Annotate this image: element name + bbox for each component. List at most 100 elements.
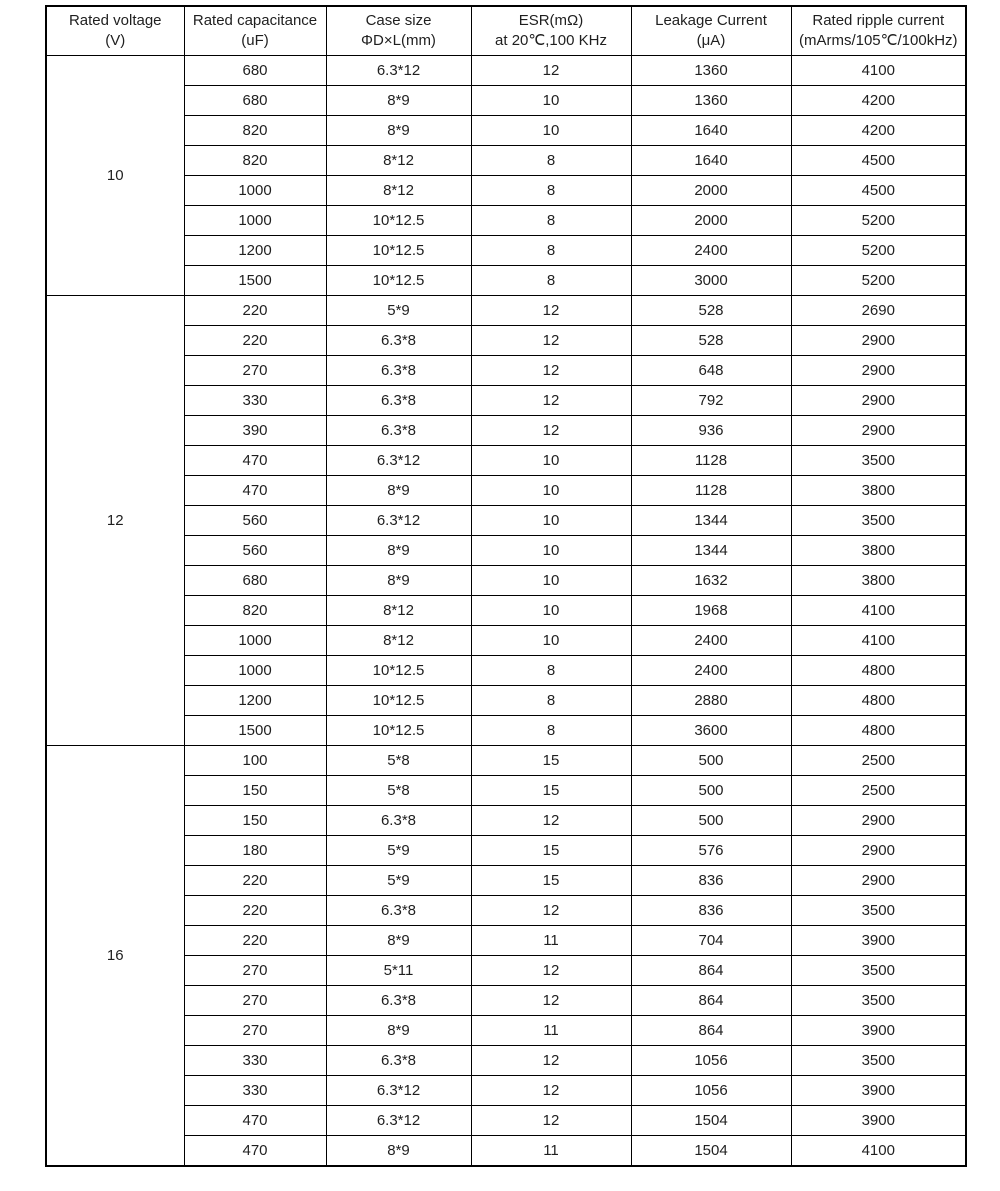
leakage-cell: 1360 bbox=[630, 55, 792, 86]
case-size-cell: 8*9 bbox=[325, 565, 472, 596]
leakage-cell: 2400 bbox=[630, 655, 792, 686]
case-size-cell: 6.3*12 bbox=[325, 445, 472, 476]
ripple-cell: 3500 bbox=[790, 895, 967, 926]
ripple-cell: 2900 bbox=[790, 835, 967, 866]
leakage-cell: 576 bbox=[630, 835, 792, 866]
esr-cell: 12 bbox=[470, 385, 632, 416]
ripple-cell: 4200 bbox=[790, 115, 967, 146]
capacitance-cell: 560 bbox=[183, 535, 327, 566]
case-size-cell: 6.3*8 bbox=[325, 985, 472, 1016]
capacitance-cell: 470 bbox=[183, 1105, 327, 1136]
capacitance-cell: 470 bbox=[183, 1135, 327, 1167]
capacitance-cell: 220 bbox=[183, 295, 327, 326]
case-size-cell: 8*9 bbox=[325, 475, 472, 506]
leakage-cell: 836 bbox=[630, 895, 792, 926]
ripple-cell: 3800 bbox=[790, 475, 967, 506]
table-row: 220 5*9 15 836 2900 bbox=[46, 865, 967, 896]
leakage-cell: 1640 bbox=[630, 145, 792, 176]
capacitance-cell: 1000 bbox=[183, 655, 327, 686]
capacitance-cell: 1000 bbox=[183, 175, 327, 206]
leakage-cell: 792 bbox=[630, 385, 792, 416]
table-row: 150 5*8 15 500 2500 bbox=[46, 775, 967, 806]
leakage-cell: 3000 bbox=[630, 265, 792, 296]
case-size-cell: 6.3*12 bbox=[325, 55, 472, 86]
ripple-cell: 4100 bbox=[790, 595, 967, 626]
table-row: 270 6.3*8 12 864 3500 bbox=[46, 985, 967, 1016]
leakage-cell: 2000 bbox=[630, 175, 792, 206]
esr-cell: 10 bbox=[470, 535, 632, 566]
table-row: 1000 10*12.5 8 2400 4800 bbox=[46, 655, 967, 686]
capacitance-cell: 820 bbox=[183, 115, 327, 146]
case-size-cell: 8*12 bbox=[325, 175, 472, 206]
ripple-cell: 4100 bbox=[790, 625, 967, 656]
case-size-cell: 10*12.5 bbox=[325, 655, 472, 686]
table-row: 560 6.3*12 10 1344 3500 bbox=[46, 505, 967, 536]
table-row: 1500 10*12.5 8 3600 4800 bbox=[46, 715, 967, 746]
leakage-cell: 500 bbox=[630, 775, 792, 806]
esr-cell: 12 bbox=[470, 895, 632, 926]
ripple-cell: 2900 bbox=[790, 865, 967, 896]
table-row: 220 6.3*8 12 836 3500 bbox=[46, 895, 967, 926]
table-row: 470 6.3*12 10 1128 3500 bbox=[46, 445, 967, 476]
esr-cell: 15 bbox=[470, 745, 632, 776]
table-row: 180 5*9 15 576 2900 bbox=[46, 835, 967, 866]
case-size-cell: 10*12.5 bbox=[325, 685, 472, 716]
voltage-cell: 16 bbox=[45, 745, 185, 1167]
capacitance-cell: 330 bbox=[183, 385, 327, 416]
table-row: 220 8*9 11 704 3900 bbox=[46, 925, 967, 956]
ripple-cell: 4800 bbox=[790, 685, 967, 716]
case-size-cell: 8*9 bbox=[325, 85, 472, 116]
capacitance-cell: 680 bbox=[183, 85, 327, 116]
header-rated-capacitance-line2: (uF) bbox=[241, 32, 269, 49]
capacitance-cell: 560 bbox=[183, 505, 327, 536]
esr-cell: 12 bbox=[470, 805, 632, 836]
capacitance-cell: 220 bbox=[183, 325, 327, 356]
esr-cell: 12 bbox=[470, 325, 632, 356]
leakage-cell: 1056 bbox=[630, 1075, 792, 1106]
header-ripple-current: Rated ripple current (mArms/105℃/100kHz) bbox=[790, 5, 967, 56]
table-row: 330 6.3*12 12 1056 3900 bbox=[46, 1075, 967, 1106]
esr-cell: 8 bbox=[470, 655, 632, 686]
leakage-cell: 528 bbox=[630, 325, 792, 356]
leakage-cell: 500 bbox=[630, 745, 792, 776]
leakage-cell: 836 bbox=[630, 865, 792, 896]
header-case-size-line2: ΦD×L(mm) bbox=[361, 32, 436, 49]
leakage-cell: 1968 bbox=[630, 595, 792, 626]
table-row: 470 6.3*12 12 1504 3900 bbox=[46, 1105, 967, 1136]
table-row: 16 100 5*8 15 500 2500 bbox=[45, 745, 967, 1167]
header-leakage-current-line1: Leakage Current bbox=[655, 11, 767, 29]
ripple-cell: 2690 bbox=[790, 295, 967, 326]
esr-cell: 15 bbox=[470, 835, 632, 866]
capacitance-cell: 180 bbox=[183, 835, 327, 866]
ripple-cell: 3900 bbox=[790, 1075, 967, 1106]
header-case-size-line1: Case size bbox=[365, 11, 432, 29]
esr-cell: 10 bbox=[470, 115, 632, 146]
table-row: 560 8*9 10 1344 3800 bbox=[46, 535, 967, 566]
leakage-cell: 1128 bbox=[630, 445, 792, 476]
table-row: 1000 8*12 10 2400 4100 bbox=[46, 625, 967, 656]
header-row: Rated voltage (V) Rated capacitance (uF)… bbox=[45, 5, 967, 56]
capacitance-cell: 1200 bbox=[183, 685, 327, 716]
table-row: 820 8*12 10 1968 4100 bbox=[46, 595, 967, 626]
ripple-cell: 4500 bbox=[790, 175, 967, 206]
ripple-cell: 2500 bbox=[790, 745, 967, 776]
leakage-cell: 2400 bbox=[630, 235, 792, 266]
case-size-cell: 10*12.5 bbox=[325, 205, 472, 236]
table-row: 820 8*9 10 1640 4200 bbox=[46, 115, 967, 146]
table-row: 680 8*9 10 1360 4200 bbox=[46, 85, 967, 116]
leakage-cell: 3600 bbox=[630, 715, 792, 746]
ripple-cell: 4200 bbox=[790, 85, 967, 116]
case-size-cell: 10*12.5 bbox=[325, 235, 472, 266]
capacitance-cell: 220 bbox=[183, 895, 327, 926]
capacitance-cell: 150 bbox=[183, 775, 327, 806]
table-row: 270 5*11 12 864 3500 bbox=[46, 955, 967, 986]
ripple-cell: 3500 bbox=[790, 445, 967, 476]
capacitance-cell: 1200 bbox=[183, 235, 327, 266]
ripple-cell: 2900 bbox=[790, 805, 967, 836]
leakage-cell: 1360 bbox=[630, 85, 792, 116]
esr-cell: 12 bbox=[470, 415, 632, 446]
esr-cell: 10 bbox=[470, 475, 632, 506]
ripple-cell: 4100 bbox=[790, 55, 967, 86]
ripple-cell: 3500 bbox=[790, 955, 967, 986]
